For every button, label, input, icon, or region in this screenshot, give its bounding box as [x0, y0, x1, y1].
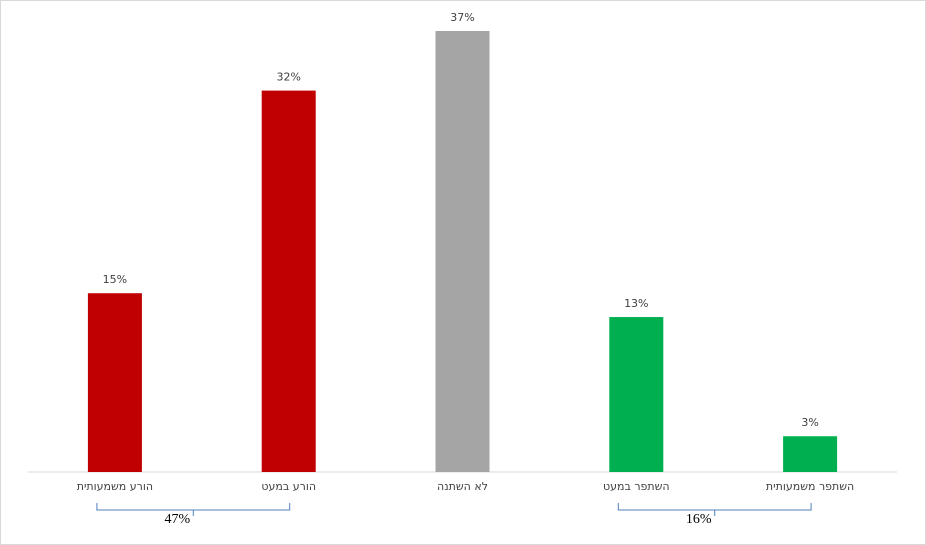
x-tick-label: הורע משמעותית [77, 480, 153, 493]
bracket-label: 47% [164, 512, 190, 527]
bracket-label: 16% [686, 512, 712, 527]
x-tick-label: הורע במעט [261, 480, 316, 493]
bracket [617, 503, 812, 516]
bar [261, 90, 316, 472]
value-label: 32% [276, 71, 300, 84]
bar [783, 436, 838, 472]
bar [435, 31, 490, 472]
x-tick-label: השתפר משמעותית [766, 480, 854, 493]
bar [87, 293, 142, 472]
x-tick-label: השתפר במעט [603, 480, 670, 493]
value-label: 3% [801, 416, 818, 429]
bracket [96, 503, 291, 516]
value-label: 37% [450, 11, 474, 24]
value-label: 15% [103, 273, 127, 286]
value-label: 13% [624, 297, 648, 310]
bar [609, 317, 664, 472]
x-tick-label: לא השתנה [437, 480, 488, 493]
